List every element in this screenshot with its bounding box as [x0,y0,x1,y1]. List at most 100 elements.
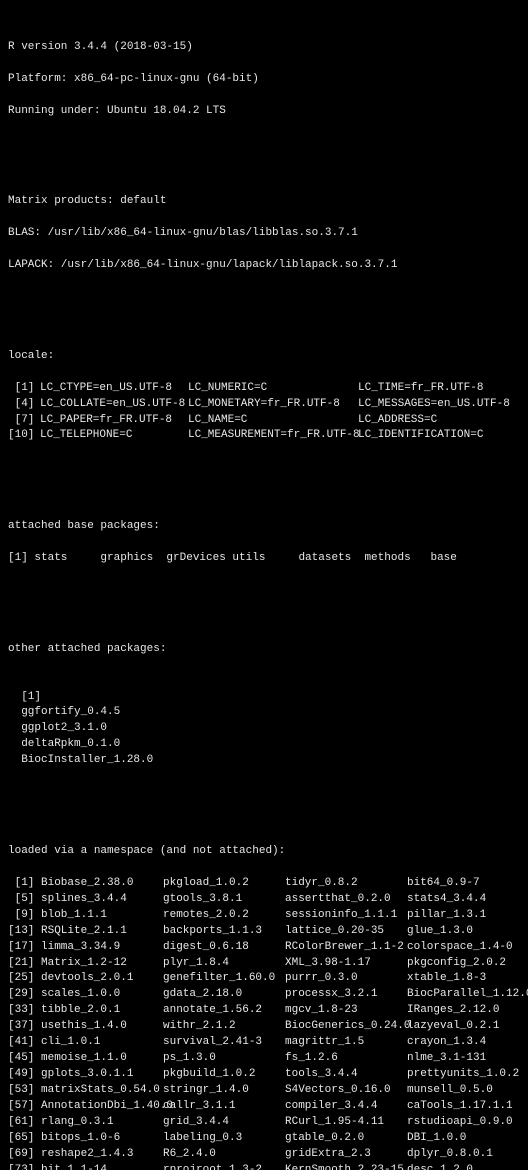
namespace-row: [49]gplots_3.0.1.1pkgbuild_1.0.2tools_3.… [8,1067,522,1083]
package-name: stringr_1.4.0 [163,1083,285,1099]
list-index: [73] [8,1163,41,1170]
locale-entry: LC_COLLATE=en_US.UTF-8 [40,397,188,413]
locale-row: [10]LC_TELEPHONE=CLC_MEASUREMENT=fr_FR.U… [8,428,522,444]
namespace-row: [25]devtools_2.0.1genefilter_1.60.0purrr… [8,971,522,987]
package-name: annotate_1.56.2 [163,1003,285,1019]
package-name: tools_3.4.4 [285,1067,407,1083]
namespace-row: [5]splines_3.4.4gtools_3.8.1assertthat_0… [8,892,522,908]
package-name: tibble_2.0.1 [41,1003,163,1019]
package-name: rstudioapi_0.9.0 [407,1115,513,1131]
platform-line: Platform: x86_64-pc-linux-gnu (64-bit) [8,72,522,88]
list-index: [5] [8,892,41,908]
list-index: [29] [8,987,41,1003]
locale-entry: LC_NUMERIC=C [188,381,358,397]
package-name: bitops_1.0-6 [41,1131,163,1147]
package-name: RColorBrewer_1.1-2 [285,940,407,956]
blas-line: BLAS: /usr/lib/x86_64-linux-gnu/blas/lib… [8,226,522,242]
package-name: blob_1.1.1 [41,908,163,924]
locale-entry: LC_CTYPE=en_US.UTF-8 [40,381,188,397]
namespace-row: [13]RSQLite_2.1.1backports_1.1.3lattice_… [8,924,522,940]
list-index: [49] [8,1067,41,1083]
package-name: plyr_1.8.4 [163,956,285,972]
package-name: matrixStats_0.54.0 [41,1083,163,1099]
namespace-row: [57]AnnotationDbi_1.40.0callr_3.1.1compi… [8,1099,522,1115]
package-name: BiocGenerics_0.24.0 [285,1019,407,1035]
lapack-line: LAPACK: /usr/lib/x86_64-linux-gnu/lapack… [8,258,522,274]
list-index: [61] [8,1115,41,1131]
list-index: [21] [8,956,41,972]
package-name: DBI_1.0.0 [407,1131,466,1147]
list-index: [45] [8,1051,41,1067]
locale-rows: [1]LC_CTYPE=en_US.UTF-8LC_NUMERIC=CLC_TI… [8,381,522,445]
package-name: BiocInstaller_1.28.0 [21,753,153,769]
package-name: ggplot2_3.1.0 [21,721,153,737]
list-index: [1] [8,876,41,892]
namespace-row: [1]Biobase_2.38.0pkgload_1.0.2tidyr_0.8.… [8,876,522,892]
package-name: Matrix_1.2-12 [41,956,163,972]
list-index: [37] [8,1019,41,1035]
namespace-row: [69]reshape2_1.4.3R6_2.4.0gridExtra_2.3d… [8,1147,522,1163]
list-index: [7] [8,413,40,429]
list-index: [1] [8,381,40,397]
package-name: assertthat_0.2.0 [285,892,407,908]
package-name: gridExtra_2.3 [285,1147,407,1163]
namespace-row: [53]matrixStats_0.54.0stringr_1.4.0S4Vec… [8,1083,522,1099]
namespace-row: [29]scales_1.0.0gdata_2.18.0processx_3.2… [8,987,522,1003]
package-name: dplyr_0.8.0.1 [407,1147,493,1163]
package-name: colorspace_1.4-0 [407,940,513,956]
list-index: [53] [8,1083,41,1099]
package-name: compiler_3.4.4 [285,1099,407,1115]
package-name: rlang_0.3.1 [41,1115,163,1131]
package-name: RSQLite_2.1.1 [41,924,163,940]
list-index: [13] [8,924,41,940]
package-name: labeling_0.3 [163,1131,285,1147]
namespace-row: [21]Matrix_1.2-12plyr_1.8.4XML_3.98-1.17… [8,956,522,972]
package-name: AnnotationDbi_1.40.0 [41,1099,163,1115]
package-name: purrr_0.3.0 [285,971,407,987]
list-index: [41] [8,1035,41,1051]
package-name: pkgload_1.0.2 [163,876,285,892]
locale-row: [7]LC_PAPER=fr_FR.UTF-8LC_NAME=CLC_ADDRE… [8,413,522,429]
list-index: [25] [8,971,41,987]
list-index: [9] [8,908,41,924]
namespace-row: [41]cli_1.0.1survival_2.41-3magrittr_1.5… [8,1035,522,1051]
package-name: gplots_3.0.1.1 [41,1067,163,1083]
namespace-row: [37]usethis_1.4.0withr_2.1.2BiocGenerics… [8,1019,522,1035]
locale-entry: LC_IDENTIFICATION=C [358,428,483,444]
locale-entry: LC_MONETARY=fr_FR.UTF-8 [188,397,358,413]
package-name: BiocParallel_1.12.0 [407,987,528,1003]
namespace-row: [61]rlang_0.3.1grid_3.4.4RCurl_1.95-4.11… [8,1115,522,1131]
locale-row: [4]LC_COLLATE=en_US.UTF-8LC_MONETARY=fr_… [8,397,522,413]
list-index: [65] [8,1131,41,1147]
package-name: gdata_2.18.0 [163,987,285,1003]
list-index: [69] [8,1147,41,1163]
locale-title: locale: [8,349,522,365]
locale-entry: LC_MESSAGES=en_US.UTF-8 [358,397,510,413]
package-name: pkgconfig_2.0.2 [407,956,506,972]
namespace-row: [45]memoise_1.1.0ps_1.3.0fs_1.2.6nlme_3.… [8,1051,522,1067]
other-packages-row: [1] ggfortify_0.4.5 ggplot2_3.1.0 deltaR… [8,674,522,770]
package-name: backports_1.1.3 [163,924,285,940]
namespace-row: [65]bitops_1.0-6labeling_0.3gtable_0.2.0… [8,1131,522,1147]
package-name: bit_1.1-14 [41,1163,163,1170]
locale-entry: LC_ADDRESS=C [358,413,437,429]
base-packages-list: [1] stats graphics grDevices utils datas… [8,551,522,567]
package-name: deltaRpkm_0.1.0 [21,737,154,753]
r-version-line: R version 3.4.4 (2018-03-15) [8,40,522,56]
locale-entry: LC_MEASUREMENT=fr_FR.UTF-8 [188,428,358,444]
namespace-row: [17]limma_3.34.9digest_0.6.18RColorBrewe… [8,940,522,956]
list-index: [33] [8,1003,41,1019]
namespace-row: [9]blob_1.1.1remotes_2.0.2sessioninfo_1.… [8,908,522,924]
locale-entry: LC_TIME=fr_FR.UTF-8 [358,381,483,397]
package-name: rprojroot_1.3-2 [163,1163,285,1170]
package-name: KernSmooth_2.23-15 [285,1163,407,1170]
package-name: R6_2.4.0 [163,1147,285,1163]
package-name: processx_3.2.1 [285,987,407,1003]
package-name: cli_1.0.1 [41,1035,163,1051]
package-name: RCurl_1.95-4.11 [285,1115,407,1131]
package-name: IRanges_2.12.0 [407,1003,499,1019]
package-name: pillar_1.3.1 [407,908,486,924]
package-name: prettyunits_1.0.2 [407,1067,519,1083]
package-name: fs_1.2.6 [285,1051,407,1067]
package-name: stats4_3.4.4 [407,892,486,908]
